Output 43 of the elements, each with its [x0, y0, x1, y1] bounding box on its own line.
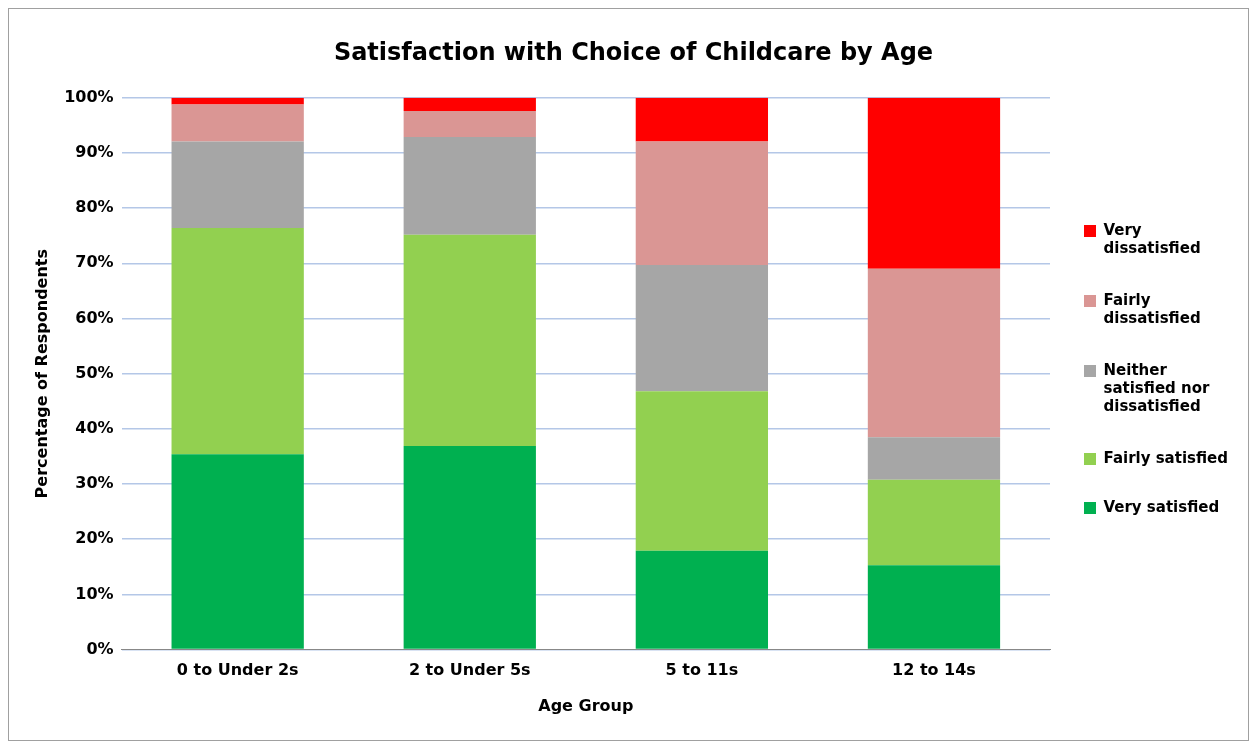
y-tick-label: 20% — [75, 528, 114, 548]
y-tick-label: 10% — [75, 583, 114, 603]
y-tick-label: 40% — [75, 418, 114, 438]
bar — [635, 265, 769, 392]
bar — [403, 445, 536, 649]
bar — [635, 97, 769, 142]
bar — [635, 550, 769, 649]
bar — [171, 454, 304, 649]
bar — [171, 104, 304, 142]
bar — [635, 391, 769, 551]
legend-label: Fairly dissatisfied — [1103, 290, 1201, 327]
bar — [403, 234, 536, 446]
bar — [867, 565, 1001, 649]
bar — [867, 97, 1001, 269]
y-tick-label: 50% — [75, 362, 114, 382]
bar — [403, 111, 536, 137]
y-tick-label: 60% — [75, 307, 114, 327]
bar — [171, 97, 304, 105]
bar — [635, 141, 769, 265]
bar — [867, 479, 1001, 566]
bar — [171, 228, 304, 455]
y-tick-label: 0% — [86, 638, 114, 658]
bar — [403, 136, 536, 235]
x-tick-label: 12 to 14s — [892, 660, 976, 680]
y-tick-label: 100% — [64, 86, 114, 106]
x-tick-label: 2 to Under 5s — [408, 660, 531, 680]
x-tick-label: 5 to 11s — [665, 660, 739, 680]
bar — [867, 437, 1001, 480]
bar — [171, 141, 304, 229]
legend-label: Very satisfied — [1103, 497, 1220, 516]
legend-label: Fairly satisfied — [1103, 448, 1229, 467]
chart-title: Satisfaction with Choice of Childcare by Age — [333, 37, 934, 66]
y-tick-label: 90% — [75, 142, 114, 162]
legend-label: Neither satisfied nor dissatisfied — [1103, 360, 1211, 415]
bar — [403, 97, 536, 112]
legend-label: Very dissatisfied — [1103, 220, 1201, 257]
x-tick-label: 0 to Under 2s — [176, 660, 299, 680]
y-axis-title: Percentage of Respondents — [31, 248, 51, 499]
x-axis-title: Age Group — [538, 695, 634, 715]
bar — [867, 268, 1001, 438]
y-tick-label: 30% — [75, 473, 114, 493]
y-tick-label: 70% — [75, 252, 114, 272]
y-tick-label: 80% — [75, 197, 114, 217]
